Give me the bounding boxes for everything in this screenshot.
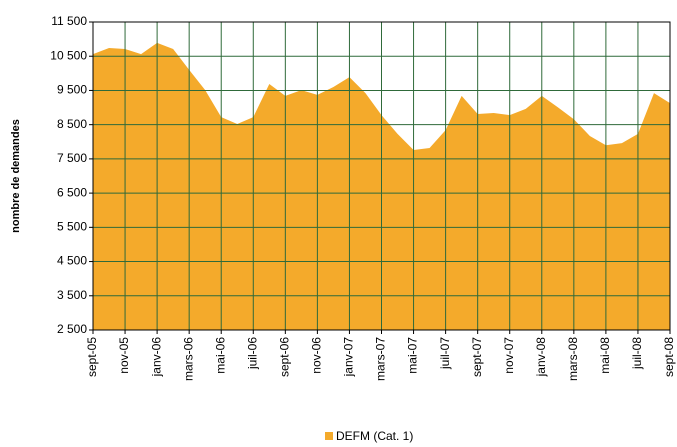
x-tick-label: juil-06 xyxy=(245,337,259,370)
x-tick-label: sept-05 xyxy=(85,337,99,377)
x-tick-label: mai-07 xyxy=(406,337,420,374)
x-tick-label: sept-06 xyxy=(278,337,292,377)
x-tick-label: juil-07 xyxy=(438,337,452,370)
x-tick-label: nov-06 xyxy=(310,337,324,374)
y-tick-label: 7 500 xyxy=(57,151,87,165)
x-tick-label: mai-06 xyxy=(213,337,227,374)
x-tick-label: juil-08 xyxy=(630,337,644,370)
x-tick-label: sept-08 xyxy=(662,337,676,377)
plot-border xyxy=(92,21,671,331)
x-tick-label: mars-06 xyxy=(181,337,195,381)
x-tick-label: janv-08 xyxy=(534,337,548,378)
y-tick-label: 5 500 xyxy=(57,220,87,234)
x-tick-label: nov-05 xyxy=(117,337,131,374)
y-tick-label: 8 500 xyxy=(57,117,87,131)
y-tick-label: 6 500 xyxy=(57,185,87,199)
y-axis-title: nombre de demandes xyxy=(10,119,22,233)
y-tick-label: 11 500 xyxy=(51,14,87,28)
x-tick-label: mai-08 xyxy=(598,337,612,374)
x-tick-label: janv-06 xyxy=(149,337,163,378)
x-tick-label: sept-07 xyxy=(470,337,484,377)
x-tick-label: mars-08 xyxy=(566,337,580,381)
legend-swatch xyxy=(325,432,333,440)
y-tick-label: 3 500 xyxy=(57,288,87,302)
x-tick-label: nov-07 xyxy=(502,337,516,374)
y-tick-label: 10 500 xyxy=(50,48,87,62)
y-tick-label: 9 500 xyxy=(57,83,87,97)
y-tick-label: 2 500 xyxy=(57,322,87,336)
x-tick-label: janv-07 xyxy=(342,337,356,378)
y-tick-label: 4 500 xyxy=(57,254,87,268)
x-tick-label: mars-07 xyxy=(374,337,388,381)
legend-label: DEFM (Cat. 1) xyxy=(336,429,413,443)
